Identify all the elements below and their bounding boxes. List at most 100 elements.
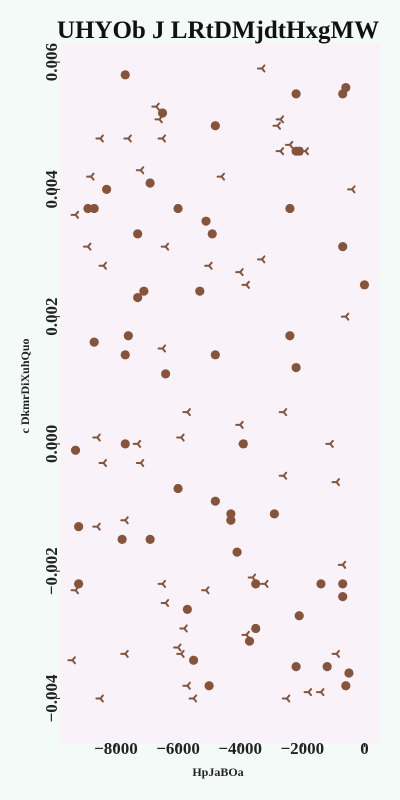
- data-point-tri: [86, 172, 95, 181]
- data-point-tri: [325, 439, 334, 448]
- y-tick-label: 0.002: [42, 298, 61, 336]
- data-point-tri: [92, 522, 101, 531]
- data-point-circle: [251, 579, 261, 589]
- data-point-tri: [182, 408, 191, 417]
- data-point-circle: [117, 534, 127, 544]
- y-tick-label: −0.002: [42, 547, 61, 595]
- data-point-tri: [241, 280, 250, 289]
- data-point-tri: [135, 166, 145, 175]
- data-point-circle: [123, 331, 133, 341]
- x-tick-label: −6000: [156, 739, 200, 758]
- data-point-tri: [176, 433, 185, 442]
- data-point-tri: [256, 64, 266, 73]
- data-point-tri: [238, 439, 247, 448]
- data-point-tri: [160, 599, 170, 607]
- data-point-tri: [275, 115, 285, 124]
- data-point-circle: [291, 89, 301, 99]
- data-point-tri: [331, 478, 341, 487]
- data-point-tri: [340, 312, 350, 321]
- data-point-circle: [341, 681, 351, 691]
- x-tick-label: 0: [360, 739, 369, 758]
- data-point-circle: [204, 681, 214, 691]
- y-axis-ticks: −0.004 −0.002 0.000 0.002 0.004 0.006: [42, 43, 61, 722]
- data-point-circle: [133, 229, 143, 239]
- data-point-tri: [157, 579, 167, 588]
- data-point-tri: [95, 134, 104, 143]
- data-point-circle: [294, 611, 304, 621]
- data-point-circle: [74, 579, 84, 589]
- data-point-tri: [95, 694, 104, 703]
- data-point-circle: [322, 662, 332, 672]
- data-point-tri: [135, 459, 145, 467]
- y-axis-label: c DkmrDiXuhQuo: [18, 338, 32, 433]
- data-point-circle: [210, 496, 220, 506]
- data-point-circle: [120, 439, 130, 449]
- data-point-circle: [173, 203, 183, 214]
- data-point-tri: [70, 210, 80, 219]
- data-points: [67, 64, 370, 703]
- data-point-circle: [157, 108, 168, 118]
- data-point-tri: [347, 185, 356, 194]
- data-point-tri: [182, 681, 191, 690]
- y-tick-label: 0.004: [42, 170, 61, 209]
- data-point-circle: [145, 534, 155, 544]
- data-point-circle: [226, 515, 236, 525]
- data-point-circle: [210, 121, 220, 131]
- data-point-circle: [89, 203, 99, 214]
- data-point-tri: [70, 586, 80, 595]
- data-point-tri: [300, 147, 309, 156]
- x-axis-ticks: −8000 −6000 −4000 −2000 0: [94, 739, 369, 758]
- data-point-circle: [74, 522, 84, 532]
- data-point-circle: [182, 604, 192, 614]
- data-point-tri: [92, 433, 101, 442]
- data-point-tri: [247, 573, 257, 582]
- data-point-circle: [120, 70, 130, 80]
- data-point-tri: [260, 579, 269, 588]
- data-point-circle: [291, 662, 301, 672]
- data-point-tri: [98, 261, 107, 270]
- data-point-tri: [284, 140, 294, 149]
- data-point-tri: [241, 630, 250, 639]
- data-point-circle: [338, 592, 348, 602]
- data-point-tri: [157, 344, 167, 353]
- data-point-tri: [275, 147, 285, 156]
- data-point-tri: [154, 115, 163, 124]
- data-point-circle: [359, 280, 370, 290]
- data-point-tri: [123, 134, 132, 143]
- x-axis-label: HpJaBOa: [192, 765, 243, 779]
- data-point-circle: [338, 89, 348, 99]
- data-point-tri: [281, 694, 291, 703]
- data-point-circle: [338, 242, 348, 252]
- data-point-tri: [235, 420, 244, 429]
- data-point-circle: [338, 579, 348, 589]
- data-point-tri: [120, 649, 129, 658]
- data-point-circle: [251, 623, 261, 634]
- y-tick-label: −0.004: [42, 674, 61, 722]
- data-point-tri: [98, 459, 107, 467]
- data-point-circle: [89, 337, 99, 347]
- x-tick-label: −4000: [218, 739, 262, 758]
- y-tick-label: 0.000: [42, 425, 61, 463]
- data-point-tri: [176, 649, 185, 658]
- data-point-tri: [235, 268, 244, 277]
- data-point-tri: [157, 134, 167, 143]
- data-point-tri: [120, 516, 129, 525]
- data-point-tri: [303, 688, 313, 697]
- data-point-circle: [232, 547, 242, 557]
- data-point-tri: [331, 649, 341, 658]
- y-tick-label: 0.006: [42, 43, 61, 81]
- data-point-tri: [188, 694, 198, 703]
- data-point-tri: [179, 624, 188, 633]
- data-point-circle: [226, 509, 236, 519]
- data-point-tri: [337, 560, 347, 569]
- data-point-tri: [315, 688, 325, 697]
- data-point-tri: [272, 121, 281, 130]
- data-point-circle: [173, 483, 183, 494]
- data-point-circle: [188, 655, 199, 665]
- data-point-circle: [244, 636, 255, 646]
- data-point-circle: [133, 292, 143, 303]
- x-tick-label: −8000: [94, 739, 138, 758]
- data-point-tri: [173, 643, 182, 652]
- chart-title: UHYOb J LRtDMjdtHxgMW: [57, 17, 379, 44]
